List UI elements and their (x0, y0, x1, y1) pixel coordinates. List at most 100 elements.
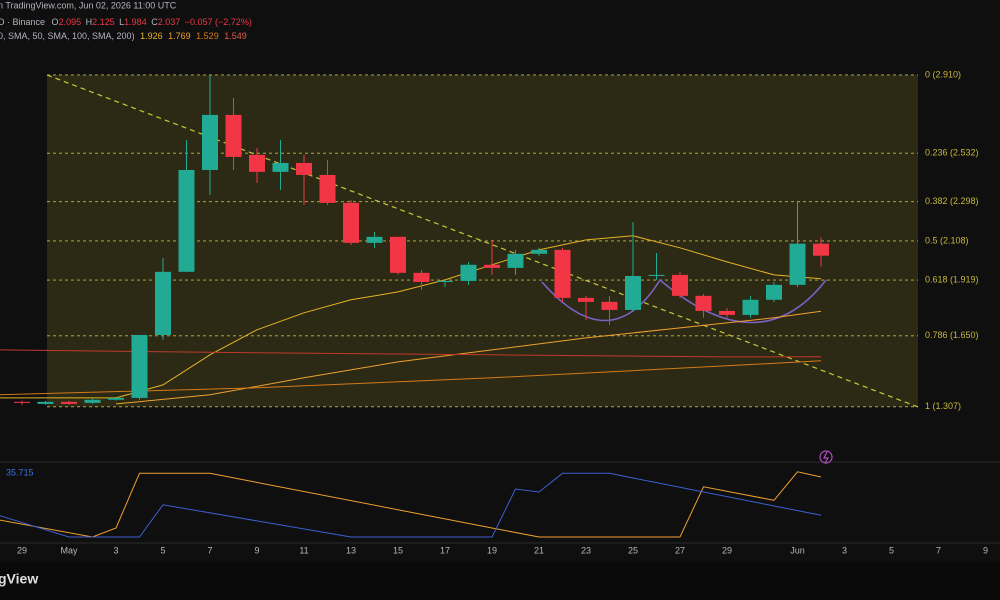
header-studies: 0, SMA, 50, SMA, 100, SMA, 200) 1.926 1.… (0, 31, 247, 41)
candle-body (14, 401, 30, 403)
x-tick-label: 7 (936, 545, 941, 555)
x-tick-label: 25 (628, 545, 638, 555)
x-tick-label: 11 (299, 545, 308, 555)
candle-body (766, 284, 782, 300)
x-tick-label: 3 (842, 545, 847, 555)
candle-body (37, 401, 54, 404)
candle-body (813, 243, 829, 256)
candle-body (343, 202, 359, 243)
studies: 0, SMA, 50, SMA, 100, SMA, 200) (0, 31, 135, 41)
x-tick-label: 15 (393, 545, 403, 555)
candle-body (413, 272, 430, 282)
x-tick-label: 29 (722, 545, 732, 555)
moving-average (0, 349, 822, 358)
x-tick-label: 21 (534, 545, 544, 555)
study-value: 1.549 (224, 31, 247, 41)
cup-shape (541, 279, 661, 322)
study-value: 1.926 (140, 31, 163, 41)
ohlc-label: H (86, 17, 93, 27)
ohlc-label: C (151, 17, 158, 27)
x-tick-label: 7 (207, 545, 212, 555)
cup-shape (659, 279, 827, 324)
x-axis: 29 May 3 5 7 9 11 13 15 17 19 21 23 25 27 29 Jun 3 5 7 9 (17, 545, 988, 555)
x-tick-label: 13 (346, 545, 356, 555)
fib-label: 1 (1.307) (925, 401, 961, 411)
candle-body (296, 162, 312, 175)
candle-body (601, 301, 618, 310)
symbol: D · Binance (0, 17, 45, 27)
change: −0.057 (−2.72%) (185, 17, 252, 27)
candle-body (484, 264, 500, 268)
fib-label: 0.236 (2.532) (925, 148, 979, 158)
indicator-line (0, 471, 822, 538)
footer-bar (0, 562, 1000, 600)
candle-body (84, 399, 101, 403)
x-tick-label: 23 (581, 545, 591, 555)
x-tick-label: 17 (440, 545, 450, 555)
x-tick-label: 27 (675, 545, 685, 555)
indicator-line (0, 472, 822, 538)
header-source: n TradingView.com, Jun 02, 2026 11:00 UT… (0, 0, 177, 10)
ohlc-value: 2.095 (59, 17, 82, 27)
fib-label: 0.382 (2.298) (925, 196, 979, 206)
study-value: 1.769 (168, 31, 191, 41)
event-icon (823, 451, 830, 464)
candle-body (61, 401, 77, 404)
candle-group (14, 74, 829, 405)
candle-body (390, 236, 406, 273)
moving-average (0, 360, 822, 396)
x-tick-label: May (60, 545, 78, 555)
candle-body (249, 154, 265, 172)
x-tick-label: 29 (17, 545, 27, 555)
candle-body (155, 271, 171, 335)
study-value: 1.529 (196, 31, 219, 41)
x-tick-label: 19 (487, 545, 497, 555)
x-tick-label: 5 (889, 545, 894, 555)
logo: gView (0, 571, 38, 587)
ohlc-value: 1.984 (124, 17, 147, 27)
event-icon (819, 450, 833, 464)
fib-label: 0 (2.910) (925, 69, 961, 79)
candle-body (648, 274, 665, 276)
moving-average (115, 310, 822, 405)
candle-body (742, 299, 759, 315)
ohlc-value: 2.125 (92, 17, 115, 27)
ohlc-label: O (52, 17, 59, 27)
x-tick-label: 9 (254, 545, 259, 555)
fib-label: 0.786 (1.650) (925, 330, 979, 340)
trend-line (46, 74, 919, 408)
candle-body (625, 275, 641, 310)
x-tick-label: Jun (790, 545, 805, 555)
candle-body (225, 114, 242, 157)
overlay-group (0, 235, 822, 405)
fib-label: 0.618 (1.919) (925, 274, 979, 284)
candle-body (366, 236, 383, 243)
candle-body (460, 264, 477, 281)
indicator-label: 35.715 (6, 467, 34, 477)
header-ohlc: D · Binance O2.095 H2.125 L1.984 C2.037 … (0, 17, 252, 27)
candle-body (554, 249, 571, 298)
candle-body (719, 310, 735, 315)
candle-body (178, 169, 195, 272)
candle-body (272, 162, 289, 172)
ohlc-label: L (119, 17, 124, 27)
ohlc-value: 2.037 (158, 17, 181, 27)
candle-body (531, 249, 547, 254)
candle-body (437, 280, 453, 282)
candle-body (507, 253, 524, 268)
indicator-group (0, 471, 822, 538)
fib-label: 0.5 (2.108) (925, 235, 969, 245)
candle-body (789, 243, 806, 285)
x-tick-label: 9 (983, 545, 988, 555)
x-tick-label: 3 (113, 545, 118, 555)
candle-body (578, 297, 594, 302)
x-tick-label: 5 (160, 545, 165, 555)
candle-body (202, 114, 218, 170)
candle-body (108, 397, 124, 400)
candle-body (672, 274, 688, 296)
candle-body (695, 295, 712, 311)
candle-body (131, 334, 148, 398)
moving-average (0, 235, 822, 399)
candle-body (319, 174, 336, 203)
